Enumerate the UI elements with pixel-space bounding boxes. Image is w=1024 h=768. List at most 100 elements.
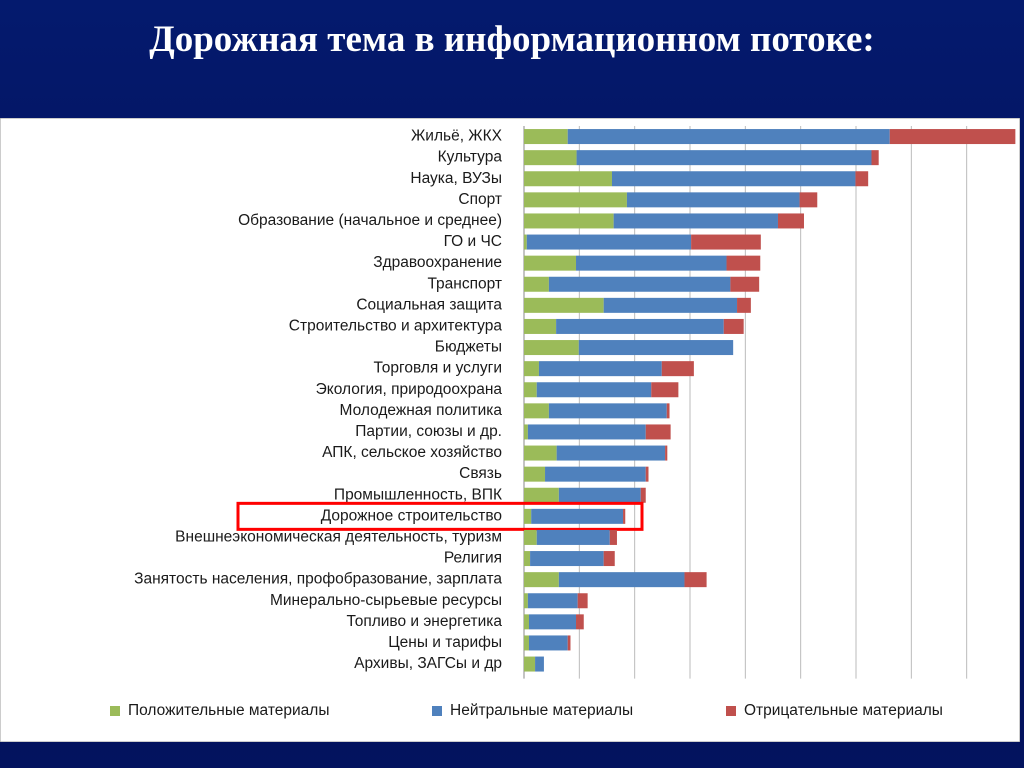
- y-tick-label: Культура: [438, 149, 503, 166]
- bar-segment: [576, 150, 872, 166]
- y-tick-label: Внешнеэкономическая деятельность, туризм: [175, 529, 502, 546]
- bar-segment: [524, 297, 604, 313]
- y-tick-label: Жильё, ЖКХ: [411, 128, 503, 145]
- bar-segment: [524, 403, 549, 419]
- bar-segment: [567, 129, 890, 145]
- bar-segment: [530, 551, 604, 567]
- bar-segment: [524, 635, 529, 651]
- y-tick-label: Связь: [459, 465, 502, 482]
- bar-segment: [726, 255, 761, 271]
- bar-segment: [528, 635, 568, 651]
- bar-segment: [871, 150, 879, 166]
- bar-segment: [613, 213, 778, 229]
- legend-swatch: [726, 706, 736, 716]
- bar-segment: [526, 234, 692, 250]
- y-tick-label: Транспорт: [427, 275, 502, 292]
- bar-segment: [524, 614, 529, 630]
- chart-background: [0, 118, 1020, 742]
- bar-segment: [567, 635, 571, 651]
- legend-label: Нейтральные материалы: [450, 702, 633, 719]
- chart: Жильё, ЖКХ Культура Наука, ВУЗы Спорт Образо…: [0, 118, 1020, 742]
- highlight-box: [236, 501, 644, 531]
- bar-segment: [524, 382, 537, 398]
- bar-segment: [524, 150, 577, 166]
- bar-segment: [524, 551, 531, 567]
- bar-segment: [730, 276, 760, 292]
- bar-segment: [691, 234, 761, 250]
- bar-segment: [603, 297, 738, 313]
- y-tick-label: Архивы, ЗАГСы и др: [354, 655, 502, 672]
- y-tick-label: Спорт: [458, 191, 502, 208]
- bar-segment: [666, 403, 670, 419]
- y-tick-label: Минерально-сырьевые ресурсы: [270, 592, 502, 609]
- bar-segment: [626, 192, 800, 208]
- bar-segment: [524, 508, 532, 524]
- bar-segment: [645, 424, 671, 440]
- bar-segment: [538, 361, 662, 377]
- bar-segment: [548, 276, 731, 292]
- bar-segment: [723, 318, 744, 334]
- legend-label: Положительные материалы: [128, 702, 329, 719]
- bar-segment: [524, 487, 559, 503]
- bar-segment: [524, 276, 549, 292]
- y-tick-label: Торговля и услуги: [374, 360, 502, 377]
- bar-segment: [527, 593, 578, 609]
- y-tick-label: Цены и тарифы: [388, 634, 502, 651]
- bar-segment: [531, 508, 624, 524]
- bar-segment: [524, 213, 614, 229]
- bar-segment: [576, 614, 584, 630]
- bar-segment: [665, 445, 668, 461]
- y-tick-label: Экология, природоохрана: [316, 381, 503, 398]
- legend-label: Отрицательные материалы: [744, 702, 943, 719]
- bar-segment: [524, 255, 577, 271]
- bar-segment: [524, 529, 537, 545]
- bar-segment: [545, 466, 646, 482]
- bar-segment: [777, 213, 804, 229]
- y-tick-label: Бюджеты: [435, 339, 502, 356]
- bar-segment: [556, 445, 666, 461]
- y-tick-label: ГО и ЧС: [444, 233, 502, 250]
- bar-segment: [651, 382, 679, 398]
- bar-segment: [524, 234, 527, 250]
- bar-segment: [611, 171, 856, 187]
- bar-segment: [661, 361, 694, 377]
- bar-segment: [524, 192, 627, 208]
- bar-segment: [558, 572, 685, 588]
- bar-segment: [558, 487, 641, 503]
- y-tick-label: Наука, ВУЗы: [410, 170, 502, 187]
- slide-title: Дорожная тема в информационном потоке:: [149, 19, 875, 60]
- bar-segment: [645, 466, 649, 482]
- bar-segment: [855, 171, 869, 187]
- bar-segment: [640, 487, 646, 503]
- bar-segment: [536, 382, 652, 398]
- bar-segment: [578, 340, 734, 356]
- bar-segment: [524, 340, 579, 356]
- y-tick-label: Топливо и энергетика: [346, 613, 502, 630]
- bar-segment: [524, 593, 528, 609]
- bar-segment: [524, 129, 568, 145]
- y-tick-label: Образование (начальное и среднее): [238, 212, 502, 229]
- y-tick-label: Дорожное строительство: [321, 507, 502, 524]
- bar-segment: [527, 424, 646, 440]
- bar-segment: [524, 171, 612, 187]
- legend-swatch: [110, 706, 120, 716]
- y-tick-label: Строительство и архитектура: [289, 318, 503, 335]
- y-tick-label: Социальная защита: [356, 296, 502, 313]
- y-tick-label: Промышленность, ВПК: [334, 486, 502, 503]
- bar-segment: [524, 361, 539, 377]
- bar-segment: [623, 508, 626, 524]
- bar-segment: [535, 656, 544, 672]
- y-tick-label: Религия: [444, 550, 502, 567]
- bar-segment: [524, 572, 559, 588]
- bar-segment: [577, 593, 588, 609]
- y-tick-label: Здравоохранение: [373, 254, 502, 271]
- bar-segment: [548, 403, 667, 419]
- y-tick-label: Занятость населения, профобразование, за…: [134, 571, 502, 588]
- bar-segment: [603, 551, 615, 567]
- legend-swatch: [432, 706, 442, 716]
- bar-segment: [524, 656, 536, 672]
- y-tick-label: АПК, сельское хозяйство: [322, 444, 502, 461]
- bar-segment: [609, 529, 617, 545]
- bar-segment: [556, 318, 724, 334]
